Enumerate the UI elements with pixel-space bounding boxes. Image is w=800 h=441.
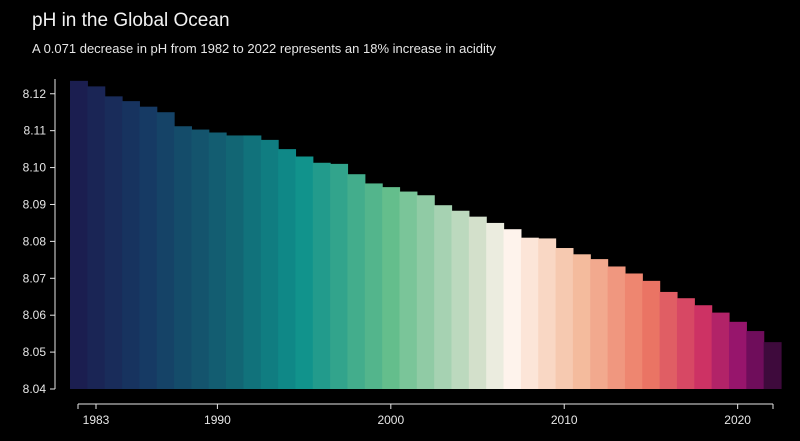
bar-2003 (434, 205, 453, 389)
y-tick-label-8.11: 8.11 (24, 124, 47, 138)
bar-1982 (70, 80, 88, 389)
chart-subtitle: A 0.071 decrease in pH from 1982 to 2022… (32, 41, 496, 56)
x-tick-label-2000: 2000 (377, 413, 404, 427)
bar-1986 (139, 106, 158, 390)
bar-1994 (278, 149, 297, 389)
y-tick-label-8.07: 8.07 (23, 271, 47, 285)
bar-1990 (208, 132, 227, 389)
bar-1988 (174, 126, 192, 390)
bar-2005 (468, 216, 487, 389)
x-tick-label-2010: 2010 (551, 413, 578, 427)
bar-2004 (451, 210, 470, 389)
bar-2018 (694, 305, 713, 389)
bar-2006 (486, 222, 505, 389)
bar-1996 (312, 162, 331, 389)
x-tick-label-2020: 2020 (724, 413, 751, 427)
bar-1993 (260, 139, 279, 389)
bar-1989 (191, 129, 210, 389)
bar-1984 (104, 96, 123, 389)
y-tick-label-8.06: 8.06 (23, 308, 47, 322)
bar-2001 (399, 191, 418, 389)
y-tick-label-8.12: 8.12 (23, 87, 47, 101)
bar-2015 (642, 280, 661, 389)
bar-2010 (555, 248, 574, 389)
bar-1985 (122, 101, 140, 389)
chart-title: pH in the Global Ocean (32, 10, 230, 31)
bars-group (70, 80, 782, 390)
bar-2011 (572, 254, 591, 389)
bar-2017 (676, 298, 695, 389)
bar-2009 (538, 238, 557, 389)
bar-1987 (156, 112, 175, 390)
bar-1995 (295, 156, 314, 389)
bar-2021 (746, 331, 765, 389)
bar-1983 (87, 86, 106, 389)
y-tick-label-8.09: 8.09 (23, 197, 47, 211)
bar-2013 (607, 266, 626, 389)
bar-2012 (590, 259, 609, 389)
bar-2007 (503, 229, 522, 389)
bar-1999 (364, 183, 383, 389)
bar-2016 (659, 291, 678, 389)
bar-2000 (382, 187, 401, 389)
bar-2008 (520, 237, 539, 389)
bar-1991 (226, 135, 245, 389)
axes-group: 8.04 8.05 8.06 8.07 8.08 8.09 8.10 8.11 8.12 1983… (23, 79, 774, 427)
y-tick-label-8.10: 8.10 (23, 161, 47, 175)
bar-2022 (763, 342, 782, 389)
bar-2002 (416, 195, 435, 389)
x-tick-label-1983: 1983 (83, 413, 110, 427)
bar-1997 (330, 163, 349, 389)
bar-2014 (624, 273, 643, 389)
bar-2019 (711, 312, 730, 389)
bar-1998 (347, 174, 366, 389)
x-tick-label-1990: 1990 (204, 413, 231, 427)
y-tick-label-8.04: 8.04 (23, 382, 47, 396)
bar-1992 (243, 135, 262, 389)
y-tick-label-8.05: 8.05 (23, 345, 47, 359)
y-tick-label-8.08: 8.08 (23, 234, 47, 248)
bar-2020 (728, 321, 747, 389)
